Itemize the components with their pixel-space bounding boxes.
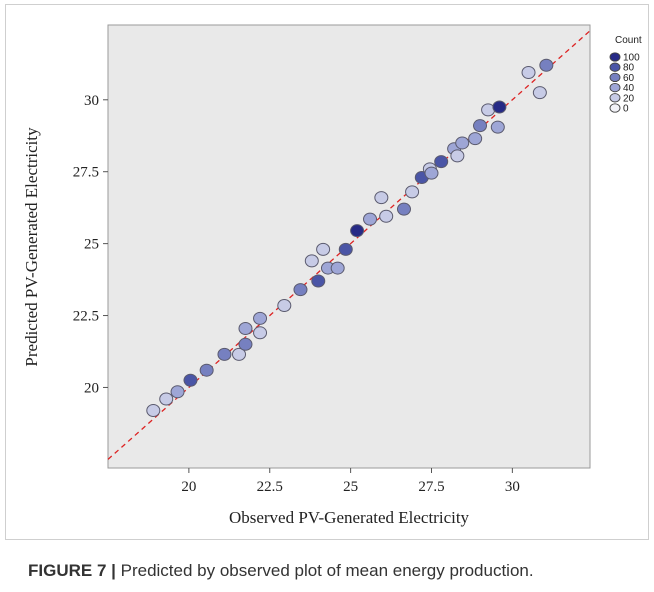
legend-label: 100	[623, 53, 640, 64]
data-point	[304, 254, 319, 268]
figure-caption: FIGURE 7 | Predicted by observed plot of…	[28, 561, 534, 581]
legend-label: 0	[623, 104, 629, 115]
data-point	[183, 373, 198, 387]
data-point	[492, 100, 507, 114]
data-point	[424, 166, 439, 180]
legend-swatch	[609, 52, 621, 62]
caption-label: FIGURE 7 |	[28, 561, 116, 580]
data-point	[277, 298, 292, 312]
y-axis-label: Predicted PV-Generated Electricity	[22, 127, 41, 367]
data-point	[405, 185, 420, 199]
x-tick-label: 25	[343, 479, 358, 495]
legend-label: 20	[623, 93, 635, 104]
data-point	[330, 261, 345, 275]
data-point	[473, 119, 488, 133]
data-point	[338, 242, 353, 256]
data-point	[316, 242, 331, 256]
y-axis: 20 22.5 25 27.5 30	[73, 93, 108, 396]
x-tick-label: 20	[181, 479, 196, 495]
data-point	[490, 120, 505, 134]
y-tick-label: 30	[84, 93, 99, 109]
legend-label: 80	[623, 63, 635, 74]
data-point	[199, 363, 214, 377]
y-tick-label: 25	[84, 237, 99, 253]
data-point	[450, 149, 465, 163]
legend-swatch	[609, 93, 621, 103]
data-point	[379, 209, 394, 223]
data-point	[253, 311, 268, 325]
data-point	[532, 86, 547, 100]
data-point	[521, 65, 536, 79]
data-point	[350, 224, 365, 238]
legend-swatch	[609, 72, 621, 83]
data-point	[217, 347, 232, 361]
data-point	[293, 283, 308, 297]
legend-swatch	[609, 82, 621, 93]
legend-label: 40	[623, 83, 635, 94]
data-point	[232, 347, 247, 361]
data-point	[159, 392, 174, 406]
y-tick-label: 27.5	[73, 165, 99, 181]
data-point	[170, 385, 185, 399]
data-point	[396, 202, 411, 216]
legend-swatch	[609, 62, 621, 72]
data-point	[238, 337, 253, 351]
legend-label: 60	[623, 73, 635, 84]
legend-swatch	[609, 103, 621, 113]
caption-text: Predicted by observed plot of mean energ…	[115, 561, 534, 580]
y-tick-label: 22.5	[73, 309, 99, 325]
x-tick-label: 30	[505, 479, 520, 495]
x-tick-label: 22.5	[257, 479, 283, 495]
data-point	[311, 274, 326, 288]
data-point	[455, 136, 470, 150]
data-point	[253, 326, 268, 340]
data-point	[468, 132, 483, 146]
x-tick-label: 27.5	[418, 479, 444, 495]
data-point	[539, 58, 554, 72]
x-axis-label: Observed PV-Generated Electricity	[229, 508, 470, 527]
legend-title: Count	[615, 35, 642, 46]
data-points	[146, 58, 554, 417]
y-tick-label: 20	[84, 380, 99, 396]
scatter-chart: 20 22.5 25 27.5 30 20 22.5 25 27.5 30 Observed P…	[22, 24, 642, 527]
figure-frame: 20 22.5 25 27.5 30 20 22.5 25 27.5 30 Observed P…	[5, 4, 649, 580]
data-point	[146, 403, 161, 417]
x-axis: 20 22.5 25 27.5 30	[181, 468, 520, 495]
data-point	[434, 155, 449, 169]
data-point	[238, 321, 253, 335]
data-point	[374, 191, 389, 205]
data-point	[363, 212, 378, 226]
